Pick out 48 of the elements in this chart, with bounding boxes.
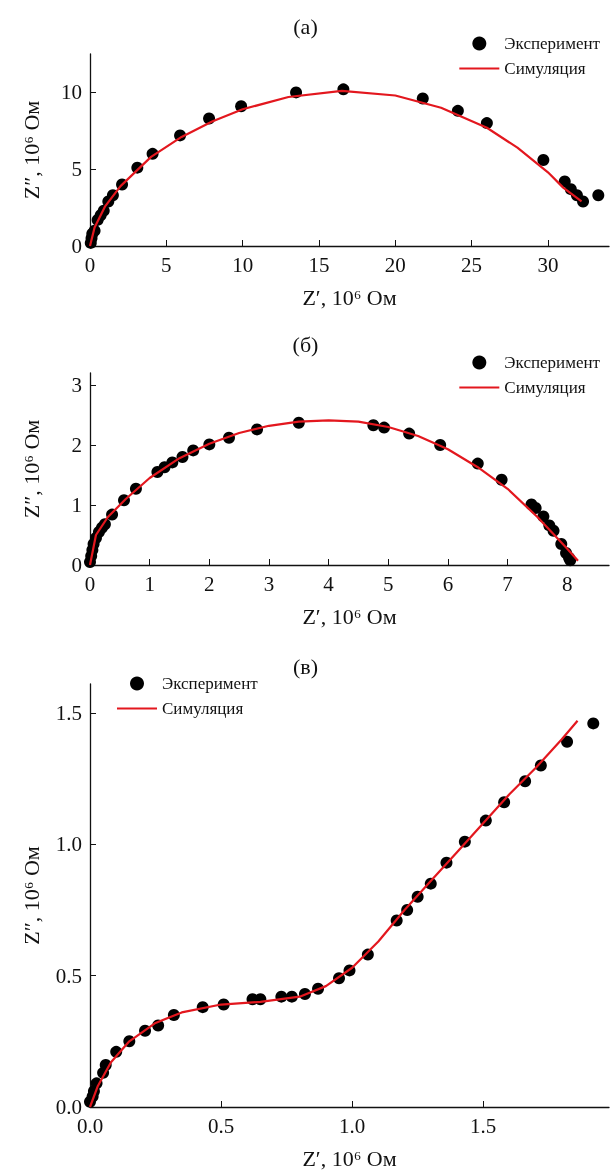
- legend-label: Симуляция: [504, 378, 586, 397]
- y-tick-label: 0.0: [55, 1095, 82, 1119]
- x-tick-label: 4: [323, 571, 335, 596]
- y-tick-label: 0: [71, 234, 82, 258]
- y-tick-label: 1.5: [55, 700, 82, 725]
- x-tick-label: 5: [383, 571, 394, 596]
- legend-label: Эксперимент: [504, 353, 601, 372]
- x-axis-title: Z′, 10⁶ Ом: [302, 284, 397, 310]
- legend-label: Симуляция: [504, 59, 586, 78]
- y-axis-title: Z″, 10⁶ Ом: [18, 100, 44, 200]
- x-tick-label: 1.0: [339, 1113, 366, 1138]
- y-tick-label: 3: [71, 373, 82, 397]
- x-tick-label: 30: [537, 252, 559, 277]
- x-tick-label: 3: [263, 571, 275, 596]
- x-tick-label: 0.5: [207, 1113, 235, 1138]
- y-tick-label: 5: [71, 157, 82, 182]
- y-tick-label: 0.5: [55, 963, 82, 988]
- y-axis-title: Z″, 10⁶ Ом: [18, 846, 44, 945]
- point: [561, 735, 574, 748]
- x-tick-label: 25: [461, 252, 483, 277]
- chart-title: (в): [292, 653, 319, 679]
- point: [587, 717, 600, 730]
- x-tick-label: 8: [561, 571, 573, 596]
- legend-label: Симуляция: [162, 699, 244, 718]
- y-tick-label: 0: [71, 553, 82, 577]
- chart-title: (а): [293, 13, 318, 39]
- x-tick-label: 1: [144, 571, 155, 596]
- x-tick-label: 15: [308, 252, 330, 277]
- legend-label: Эксперимент: [162, 674, 259, 693]
- x-tick-label: 10: [232, 252, 254, 277]
- x-tick-label: 5: [161, 252, 172, 277]
- y-tick-label: 1.0: [55, 832, 82, 857]
- y-tick-label: 2: [71, 433, 82, 457]
- point: [592, 189, 605, 202]
- y-tick-label: 10: [61, 80, 82, 105]
- x-tick-label: 7: [502, 571, 513, 596]
- x-axis-title: Z′, 10⁶ Ом: [302, 603, 397, 629]
- x-tick-label: 6: [442, 571, 454, 596]
- legend-label: Эксперимент: [504, 34, 601, 53]
- x-tick-label: 20: [384, 252, 406, 277]
- y-axis-title: Z″, 10⁶ Ом: [18, 419, 44, 519]
- point: [529, 502, 542, 514]
- y-tick-label: 1: [71, 493, 82, 517]
- chart-title: (б): [292, 331, 319, 357]
- point: [537, 153, 550, 166]
- x-axis-title: Z′, 10⁶ Ом: [302, 1145, 397, 1171]
- x-tick-label: 2: [204, 571, 215, 596]
- x-tick-label: 1.5: [470, 1113, 497, 1138]
